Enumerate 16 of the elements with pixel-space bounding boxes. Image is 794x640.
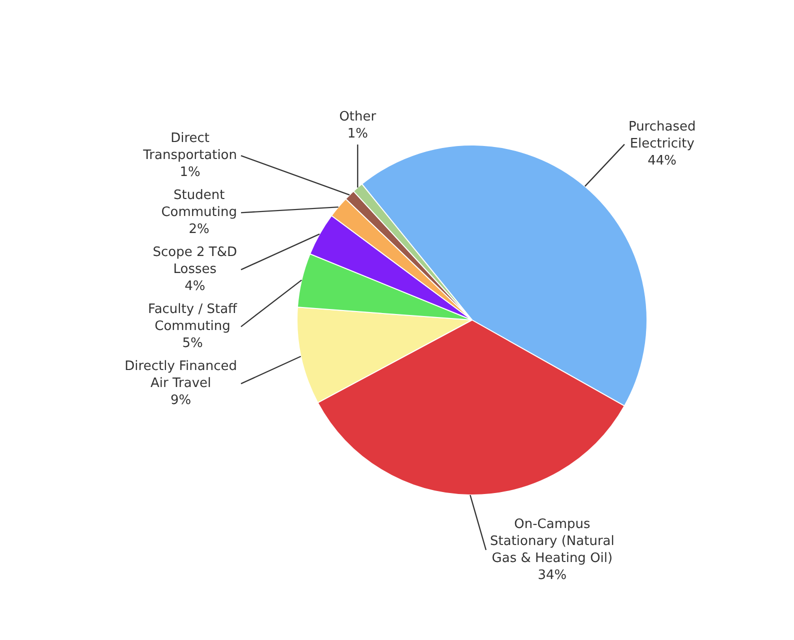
slice-label: Direct Transportation: [142, 131, 238, 164]
slice-label: Other: [339, 109, 377, 124]
data-label: 44%: [648, 154, 677, 169]
data-label: 1%: [347, 126, 368, 142]
data-label: 34%: [538, 568, 567, 583]
slice-label: Faculty / Staff Commuting: [148, 302, 238, 334]
slice-label: Directly Financed Air Travel: [124, 359, 238, 392]
data-label: 9%: [170, 393, 192, 408]
data-label: 4%: [184, 279, 206, 294]
data-label: 1%: [180, 165, 200, 180]
slice-label: Scope 2 T&D Losses: [152, 245, 238, 278]
data-label: 5%: [182, 336, 203, 352]
slice-label: Student Commuting: [161, 188, 238, 220]
data-label: 2%: [188, 222, 210, 238]
slice-label: Purchased Electricity: [628, 120, 696, 152]
slice-label: On-Campus Stationary (Natural Gas & Heating Oil): [490, 516, 614, 566]
